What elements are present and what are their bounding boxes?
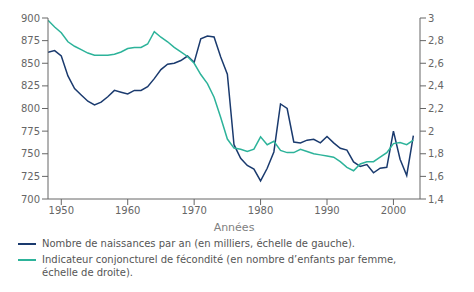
svg-text:1980: 1980 [248, 205, 273, 216]
svg-text:825: 825 [21, 80, 40, 91]
svg-text:1,8: 1,8 [428, 148, 444, 159]
svg-text:1,4: 1,4 [428, 194, 444, 205]
svg-text:725: 725 [21, 171, 40, 182]
svg-text:Années: Années [214, 221, 255, 234]
svg-text:1960: 1960 [115, 205, 140, 216]
svg-text:900: 900 [21, 13, 40, 24]
svg-text:2,4: 2,4 [428, 80, 444, 91]
svg-text:1950: 1950 [49, 205, 74, 216]
svg-text:2,2: 2,2 [428, 103, 444, 114]
svg-text:2,6: 2,6 [428, 58, 444, 69]
svg-text:775: 775 [21, 126, 40, 137]
html-text:Indicateur conjoncturel de féc: Indicateur conjoncturel de fécondité (en… [42, 254, 397, 278]
svg-text:1,6: 1,6 [428, 171, 444, 182]
svg-text:750: 750 [21, 148, 40, 159]
svg-text:2: 2 [428, 126, 434, 137]
svg-text:850: 850 [21, 58, 40, 69]
svg-text:2,8: 2,8 [428, 35, 444, 46]
svg-text:875: 875 [21, 35, 40, 46]
svg-text:1970: 1970 [181, 205, 206, 216]
html-text:Nombre de naissances par an (e: Nombre de naissances par an (en milliers… [42, 238, 355, 249]
svg-text:2000: 2000 [381, 205, 406, 216]
svg-text:3: 3 [428, 13, 434, 24]
svg-text:700: 700 [21, 194, 40, 205]
svg-text:800: 800 [21, 103, 40, 114]
svg-text:1990: 1990 [314, 205, 339, 216]
